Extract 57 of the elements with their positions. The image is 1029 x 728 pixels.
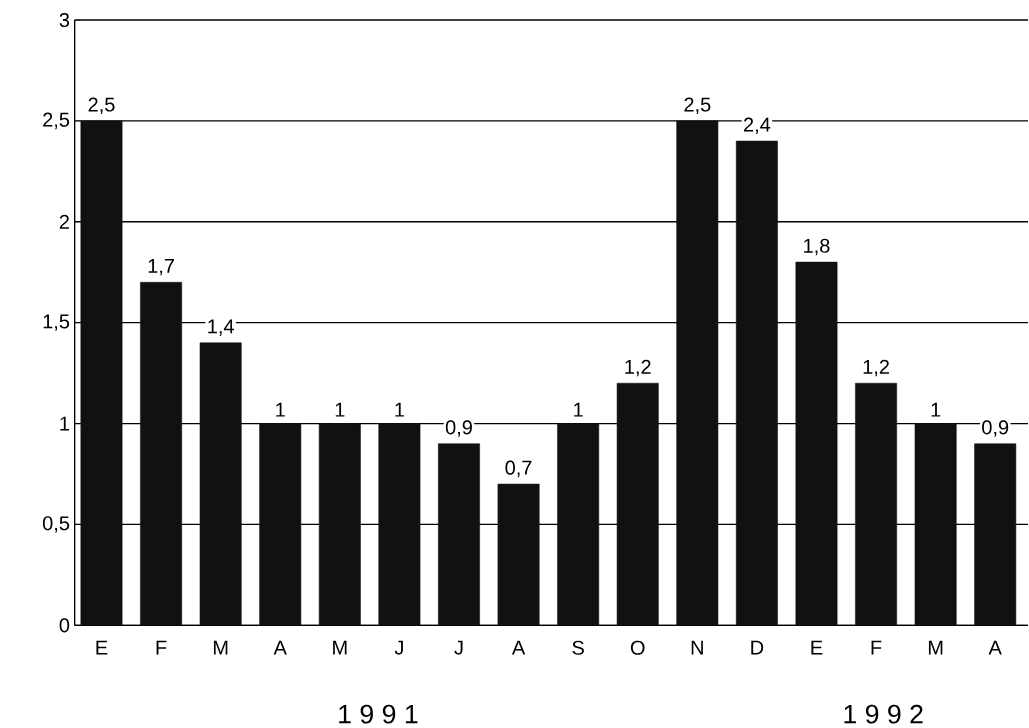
bar	[438, 443, 480, 626]
data-label: 1,4	[208, 319, 234, 336]
data-label: 0,7	[505, 460, 532, 478]
data-label: 2,5	[88, 97, 115, 114]
bar	[735, 140, 778, 626]
x-tick-label: J	[394, 640, 403, 655]
data-label: 1	[574, 402, 583, 417]
data-label: 1	[395, 402, 404, 417]
bar	[974, 443, 1017, 626]
y-tick-label: 2,5	[43, 112, 70, 130]
bar	[259, 423, 302, 626]
text: 1 9 9 1	[339, 704, 418, 724]
bar	[80, 120, 123, 626]
x-tick-label: A	[988, 640, 1002, 655]
data-label: 1	[276, 402, 285, 417]
bar	[378, 423, 421, 626]
x-tick-label: N	[691, 640, 703, 655]
y-tick-label: 1,5	[43, 314, 70, 331]
x-tick-label: F	[156, 640, 167, 655]
x-tick-label: A	[273, 640, 287, 655]
y-tick-label: 3	[59, 12, 70, 28]
x-tick-label: E	[96, 640, 108, 655]
bar	[140, 282, 183, 626]
x-tick-label: M	[213, 640, 228, 655]
bar	[318, 423, 361, 626]
x-tick-label: M	[928, 640, 943, 655]
bar	[497, 483, 540, 626]
text: 1 9 9 2	[844, 704, 923, 724]
data-label: 1,2	[863, 359, 889, 377]
data-label: 0,9	[445, 420, 472, 437]
y-tick-label: 0	[59, 618, 70, 633]
data-label: 1,2	[625, 359, 651, 377]
x-tick-label: O	[630, 640, 645, 655]
data-label: 1	[335, 402, 345, 417]
bar	[616, 382, 659, 626]
data-label: 1,7	[148, 259, 174, 276]
bar	[914, 423, 957, 626]
x-tick-label: F	[871, 640, 882, 655]
x-tick-label: D	[751, 640, 764, 655]
data-label: 0,9	[982, 420, 1009, 437]
bar	[557, 423, 600, 626]
bar	[676, 120, 719, 626]
data-label: 1,8	[804, 238, 830, 256]
bar	[199, 342, 242, 626]
bar	[795, 261, 838, 626]
x-tick-label: A	[511, 640, 526, 655]
x-tick-label: S	[572, 640, 584, 655]
x-tick-label: E	[811, 640, 823, 655]
y-tick-label: 2	[59, 214, 69, 229]
data-label: 1	[931, 402, 941, 417]
data-label: 2,5	[684, 97, 711, 114]
bar	[855, 382, 897, 626]
y-tick-label: 1	[60, 416, 69, 431]
data-label: 2,4	[744, 117, 771, 135]
x-tick-label: J	[454, 640, 463, 655]
x-tick-label: M	[333, 640, 347, 655]
y-tick-label: 0,5	[42, 516, 70, 533]
